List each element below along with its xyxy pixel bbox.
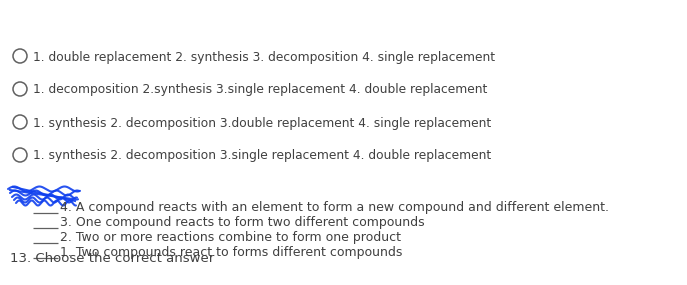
Text: 3. One compound reacts to form two different compounds: 3. One compound reacts to form two diffe… <box>60 216 425 229</box>
Text: 1. double replacement 2. synthesis 3. decomposition 4. single replacement: 1. double replacement 2. synthesis 3. de… <box>33 50 495 64</box>
Text: 13. Choose the correct answer: 13. Choose the correct answer <box>10 252 214 265</box>
Text: 1. synthesis 2. decomposition 3.double replacement 4. single replacement: 1. synthesis 2. decomposition 3.double r… <box>33 117 491 129</box>
Text: 1. synthesis 2. decomposition 3.single replacement 4. double replacement: 1. synthesis 2. decomposition 3.single r… <box>33 150 491 162</box>
Text: 2. Two or more reactions combine to form one product: 2. Two or more reactions combine to form… <box>60 231 401 244</box>
Text: 1. decomposition 2.synthesis 3.single replacement 4. double replacement: 1. decomposition 2.synthesis 3.single re… <box>33 84 487 97</box>
Text: 1. Two compounds react to forms different compounds: 1. Two compounds react to forms differen… <box>60 246 403 259</box>
Text: 4. A compound reacts with an element to form a new compound and different elemen: 4. A compound reacts with an element to … <box>60 201 609 214</box>
